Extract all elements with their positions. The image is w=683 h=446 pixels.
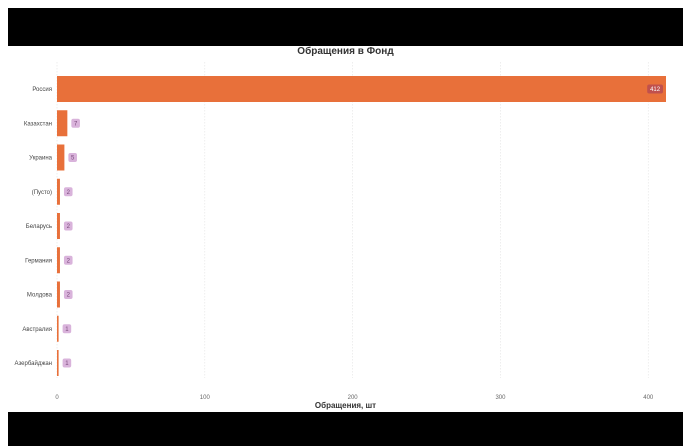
bar xyxy=(57,281,60,308)
data-label-badge xyxy=(62,324,72,334)
category-labels: Россия Казахстан Украина (Пусто) Беларусь Гер… xyxy=(14,87,52,367)
x-tick-label: 300 xyxy=(495,395,506,401)
data-label: 1 xyxy=(65,361,69,367)
category-label: Беларусь xyxy=(26,224,52,230)
category-label: Молдова xyxy=(27,293,53,299)
bar xyxy=(57,350,59,376)
data-label-badge xyxy=(63,221,73,231)
bar xyxy=(57,110,68,137)
data-label-badge xyxy=(71,118,80,128)
bars xyxy=(57,76,666,376)
x-axis-ticks: 0 100 200 300 400 xyxy=(55,395,654,401)
bar xyxy=(57,213,60,239)
data-label-badge xyxy=(63,255,73,265)
category-label: Украина xyxy=(29,156,53,162)
category-label: Казахстан xyxy=(24,121,52,127)
data-label-badge xyxy=(63,290,73,299)
x-tick-label: 200 xyxy=(348,395,359,401)
category-label: Германия xyxy=(25,258,52,264)
x-tick-label: 400 xyxy=(643,395,654,401)
data-label-badge xyxy=(647,84,663,94)
bar xyxy=(57,144,65,171)
data-label-badge xyxy=(63,187,73,197)
data-label: 2 xyxy=(67,224,71,230)
data-label-badge xyxy=(62,358,72,368)
data-label: 2 xyxy=(67,190,71,196)
bar xyxy=(57,178,60,205)
bar xyxy=(57,247,60,274)
data-labels: 412 7 5 2 2 2 2 1 1 xyxy=(62,84,663,368)
data-label: 5 xyxy=(71,156,75,162)
category-label: Австралия xyxy=(22,327,52,333)
data-label-badge xyxy=(68,153,77,162)
data-label: 1 xyxy=(65,327,69,333)
x-tick-label: 100 xyxy=(200,395,211,401)
chart-title: Обращения в Фонд xyxy=(297,46,394,57)
x-tick-label: 0 xyxy=(55,395,59,401)
category-label: Азербайджан xyxy=(14,360,52,367)
bottom-black-band xyxy=(8,412,683,446)
bar xyxy=(57,76,666,102)
bar xyxy=(57,315,59,342)
grid-lines xyxy=(56,62,649,378)
data-label: 2 xyxy=(67,293,71,299)
top-black-band xyxy=(8,8,683,46)
data-label: 412 xyxy=(650,87,661,93)
category-label: Россия xyxy=(32,87,52,93)
x-axis-title: Обращения, шт xyxy=(314,401,377,410)
category-label: (Пусто) xyxy=(32,190,52,196)
data-label: 2 xyxy=(67,258,71,264)
data-label: 7 xyxy=(74,121,78,127)
